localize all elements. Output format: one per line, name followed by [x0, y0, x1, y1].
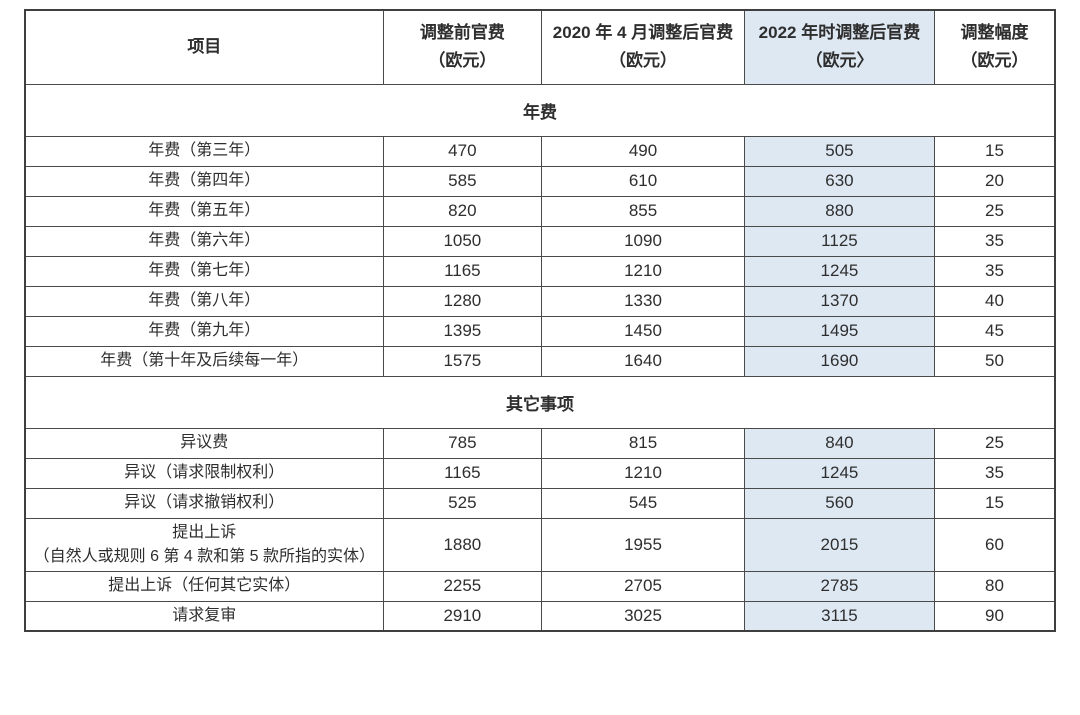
fee-2022-cell: 1690 [743, 345, 935, 377]
fee-2020-cell: 1330 [541, 285, 745, 317]
column-header-fee-2020: 2020 年 4 月调整后官费 （欧元） [541, 9, 745, 85]
fee-before-cell: 1575 [382, 345, 543, 377]
item-cell: 提出上诉（任何其它实体） [24, 570, 384, 602]
item-cell: 年费（第四年） [24, 165, 384, 197]
delta-cell: 25 [933, 427, 1056, 459]
fee-before-cell: 1165 [382, 255, 543, 287]
fee-2020-cell: 3025 [541, 600, 745, 632]
item-cell: 年费（第三年） [24, 135, 384, 167]
table-row: 年费（第四年） 585 610 630 20 [24, 165, 1056, 197]
section-title: 其它事项 [24, 375, 1056, 429]
section-row: 年费 [24, 83, 1056, 137]
table-row: 年费（第三年） 470 490 505 15 [24, 135, 1056, 167]
item-cell: 异议（请求限制权利） [24, 457, 384, 489]
column-header-fee-before: 调整前官费 （欧元） [382, 9, 543, 85]
item-cell: 请求复审 [24, 600, 384, 632]
fee-table-body: 年费 年费（第三年） 470 490 505 15 年费（第四年） 585 610 630 20 年费… [24, 83, 1056, 632]
delta-cell: 45 [933, 315, 1056, 347]
delta-cell: 90 [933, 600, 1056, 632]
item-cell: 年费（第五年） [24, 195, 384, 227]
fee-before-cell: 1395 [382, 315, 543, 347]
fee-before-cell: 1165 [382, 457, 543, 489]
fee-before-cell: 1880 [382, 517, 543, 572]
fee-2020-cell: 545 [541, 487, 745, 519]
fee-2020-cell: 1090 [541, 225, 745, 257]
table-row: 年费（第九年） 1395 1450 1495 45 [24, 315, 1056, 347]
item-cell: 提出上诉 （自然人或规则 6 第 4 款和第 5 款所指的实体） [24, 517, 384, 572]
delta-cell: 35 [933, 457, 1056, 489]
fee-2022-cell: 2785 [743, 570, 935, 602]
fee-2022-cell: 840 [743, 427, 935, 459]
fee-2022-cell: 2015 [743, 517, 935, 572]
table-row: 异议（请求撤销权利） 525 545 560 15 [24, 487, 1056, 519]
delta-cell: 35 [933, 225, 1056, 257]
fee-2020-cell: 1955 [541, 517, 745, 572]
fee-2022-cell: 630 [743, 165, 935, 197]
fee-before-cell: 525 [382, 487, 543, 519]
fee-before-cell: 2910 [382, 600, 543, 632]
fee-2020-cell: 855 [541, 195, 745, 227]
fee-2020-cell: 1640 [541, 345, 745, 377]
fee-2020-cell: 1210 [541, 457, 745, 489]
table-row: 异议费 785 815 840 25 [24, 427, 1056, 459]
table-row: 异议（请求限制权利） 1165 1210 1245 35 [24, 457, 1056, 489]
fee-2022-cell: 1245 [743, 457, 935, 489]
table-row: 提出上诉 （自然人或规则 6 第 4 款和第 5 款所指的实体） 1880 1955… [24, 517, 1056, 572]
table-row: 年费（第五年） 820 855 880 25 [24, 195, 1056, 227]
fee-2022-cell: 505 [743, 135, 935, 167]
fee-2022-cell: 1125 [743, 225, 935, 257]
item-cell: 年费（第十年及后续每一年） [24, 345, 384, 377]
fee-before-cell: 585 [382, 165, 543, 197]
fee-2020-cell: 815 [541, 427, 745, 459]
table-row: 年费（第八年） 1280 1330 1370 40 [24, 285, 1056, 317]
header-row: 项目 调整前官费 （欧元） 2020 年 4 月调整后官费 （欧元） 2022 … [24, 9, 1056, 85]
delta-cell: 40 [933, 285, 1056, 317]
item-cell: 年费（第七年） [24, 255, 384, 287]
delta-cell: 35 [933, 255, 1056, 287]
item-cell: 异议（请求撤销权利） [24, 487, 384, 519]
fee-before-cell: 470 [382, 135, 543, 167]
fee-before-cell: 1050 [382, 225, 543, 257]
fee-2022-cell: 1245 [743, 255, 935, 287]
delta-cell: 80 [933, 570, 1056, 602]
fee-before-cell: 2255 [382, 570, 543, 602]
table-row: 请求复审 2910 3025 3115 90 [24, 600, 1056, 632]
table-row: 年费（第十年及后续每一年） 1575 1640 1690 50 [24, 345, 1056, 377]
delta-cell: 25 [933, 195, 1056, 227]
fee-table-header: 项目 调整前官费 （欧元） 2020 年 4 月调整后官费 （欧元） 2022 … [24, 9, 1056, 85]
delta-cell: 50 [933, 345, 1056, 377]
item-cell: 年费（第八年） [24, 285, 384, 317]
fee-2020-cell: 1450 [541, 315, 745, 347]
delta-cell: 15 [933, 135, 1056, 167]
column-header-delta: 调整幅度 （欧元） [933, 9, 1056, 85]
table-row: 年费（第七年） 1165 1210 1245 35 [24, 255, 1056, 287]
fee-table-container: 项目 调整前官费 （欧元） 2020 年 4 月调整后官费 （欧元） 2022 … [24, 9, 1056, 632]
delta-cell: 20 [933, 165, 1056, 197]
fee-2022-cell: 3115 [743, 600, 935, 632]
fee-2020-cell: 2705 [541, 570, 745, 602]
column-header-item: 项目 [24, 9, 384, 85]
fee-2020-cell: 610 [541, 165, 745, 197]
fee-before-cell: 785 [382, 427, 543, 459]
fee-2022-cell: 1495 [743, 315, 935, 347]
item-cell: 异议费 [24, 427, 384, 459]
item-cell: 年费（第九年） [24, 315, 384, 347]
fee-2020-cell: 1210 [541, 255, 745, 287]
fee-2022-cell: 1370 [743, 285, 935, 317]
section-title: 年费 [24, 83, 1056, 137]
section-row: 其它事项 [24, 375, 1056, 429]
fee-2022-cell: 560 [743, 487, 935, 519]
item-cell: 年费（第六年） [24, 225, 384, 257]
table-row: 提出上诉（任何其它实体） 2255 2705 2785 80 [24, 570, 1056, 602]
fee-before-cell: 1280 [382, 285, 543, 317]
delta-cell: 15 [933, 487, 1056, 519]
delta-cell: 60 [933, 517, 1056, 572]
fee-2020-cell: 490 [541, 135, 745, 167]
fee-table: 项目 调整前官费 （欧元） 2020 年 4 月调整后官费 （欧元） 2022 … [24, 9, 1056, 632]
fee-before-cell: 820 [382, 195, 543, 227]
column-header-fee-2022: 2022 年时调整后官费 （欧元〉 [743, 9, 935, 85]
table-row: 年费（第六年） 1050 1090 1125 35 [24, 225, 1056, 257]
fee-2022-cell: 880 [743, 195, 935, 227]
